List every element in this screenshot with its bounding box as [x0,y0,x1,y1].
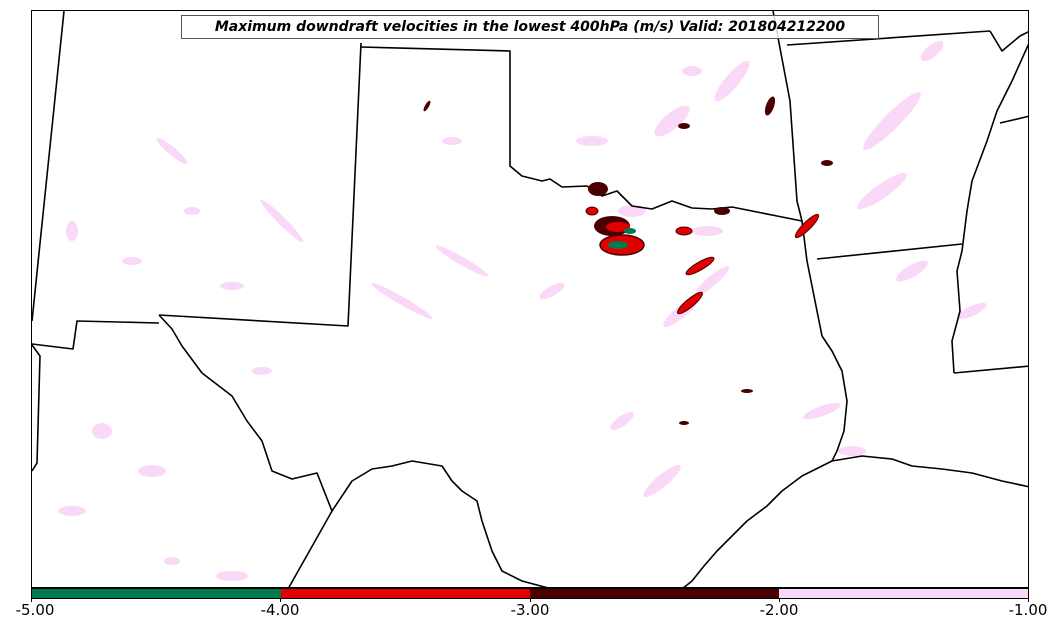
colorbar-label-2: -4.00 [260,601,300,619]
colorbar-tick-1 [31,598,32,602]
map-title: Maximum downdraft velocities in the lowe… [181,15,879,39]
colorbar-label-1: -5.00 [15,601,55,619]
colorbar-label-3: -3.00 [510,601,550,619]
colorbar-bin-1 [32,589,281,598]
colorbar-tick-2 [280,598,281,602]
colorbar-label-4: -2.00 [759,601,799,619]
map-canvas [32,11,1028,587]
colorbar-label-5: -1.00 [1008,601,1048,619]
colorbar-bin-3 [530,589,779,598]
boundaries [32,11,1028,587]
colorbar-tick-3 [530,598,531,602]
strong-downdraft-cells [423,96,833,425]
colorbar-bin-2 [281,589,530,598]
colorbar-bin-4 [779,589,1028,598]
colorbar-tick-4 [779,598,780,602]
weak-downdraft-field [58,40,987,581]
map-panel [31,10,1029,588]
colorbar-tick-5 [1028,598,1029,602]
